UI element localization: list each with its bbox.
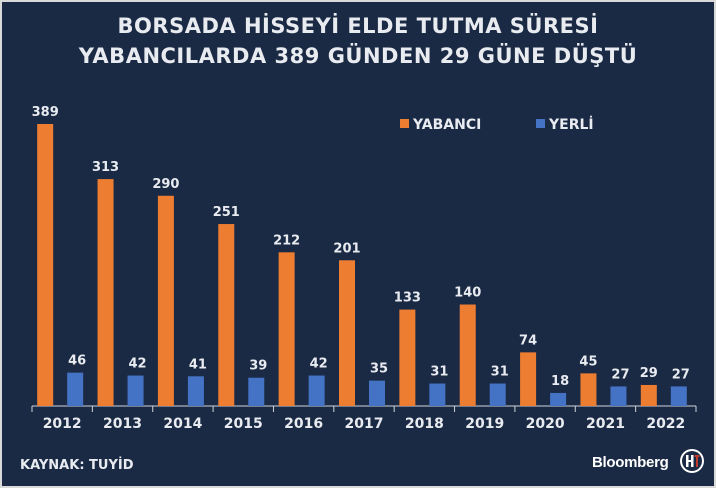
data-label: 42: [310, 357, 328, 372]
bar-yerli: [670, 386, 687, 406]
legend-label-yerli: YERLİ: [548, 116, 594, 133]
chart-title-line2: YABANCILARDA 389 GÜNDEN 29 GÜNE DÜŞTÜ: [78, 44, 638, 68]
data-label: 290: [152, 177, 179, 192]
bar-yabanci: [218, 224, 235, 406]
data-label: 46: [68, 354, 86, 369]
x-tick-label: 2021: [586, 416, 625, 432]
data-label: 313: [92, 160, 119, 175]
data-label: 74: [519, 333, 537, 348]
x-tick-label: 2013: [103, 416, 142, 432]
x-tick-label: 2017: [345, 416, 384, 432]
bar-yabanci: [580, 373, 597, 406]
bar-yerli: [550, 392, 567, 406]
data-label: 27: [672, 367, 690, 382]
x-tick-label: 2019: [465, 416, 504, 432]
bar-yabanci: [339, 260, 355, 406]
data-label: 31: [430, 365, 448, 380]
x-tick-label: 2012: [43, 416, 82, 432]
x-tick-label: 2014: [163, 416, 202, 432]
data-label: 140: [454, 286, 481, 301]
ht-logo-icon: [680, 449, 704, 473]
x-tick-label: 2020: [526, 416, 565, 432]
data-label: 133: [394, 291, 421, 306]
data-label: 212: [273, 233, 300, 248]
bar-yabanci: [520, 352, 537, 406]
bar-yerli: [610, 386, 627, 406]
x-tick-label: 2022: [646, 416, 685, 432]
bar-yabanci: [640, 384, 657, 406]
x-tick-label: 2016: [284, 416, 323, 432]
bar-yerli: [369, 380, 385, 406]
data-label: 27: [611, 367, 629, 382]
bar-yabanci: [399, 309, 416, 406]
bar-yabanci: [97, 179, 114, 406]
bar-yabanci: [37, 124, 54, 406]
data-label: 41: [189, 357, 207, 372]
data-label: 31: [491, 365, 509, 380]
data-label: 201: [333, 241, 360, 256]
legend-label-yabanci: YABANCI: [412, 117, 481, 133]
data-label: 29: [640, 366, 658, 381]
bloomberg-logo-text: Bloomberg: [592, 454, 669, 471]
bar-yerli: [248, 377, 265, 406]
data-label: 35: [370, 362, 388, 377]
legend-swatch-yerli: [536, 119, 545, 128]
source-note: KAYNAK: TUYİD: [20, 458, 134, 473]
data-label: 251: [213, 205, 240, 220]
chart-title-line1: BORSADA HİSSEYİ ELDE TUTMA SÜRESİ: [117, 14, 599, 38]
bar-yerli: [308, 375, 325, 406]
data-label: 389: [32, 105, 59, 120]
legend-swatch-yabanci: [400, 119, 409, 128]
data-label: 18: [551, 374, 569, 389]
bar-yabanci: [459, 304, 476, 406]
bar-yerli: [489, 383, 506, 406]
data-label: 42: [128, 357, 146, 372]
x-tick-label: 2015: [224, 416, 263, 432]
bar-yerli: [67, 372, 84, 406]
bar-yerli: [187, 376, 204, 406]
x-tick-label: 2018: [405, 416, 444, 432]
bar-yerli: [429, 383, 446, 406]
bar-yabanci: [157, 195, 174, 406]
data-label: 45: [579, 354, 597, 369]
bar-yerli: [127, 375, 144, 406]
bar-yabanci: [278, 252, 295, 406]
data-label: 39: [249, 359, 267, 374]
